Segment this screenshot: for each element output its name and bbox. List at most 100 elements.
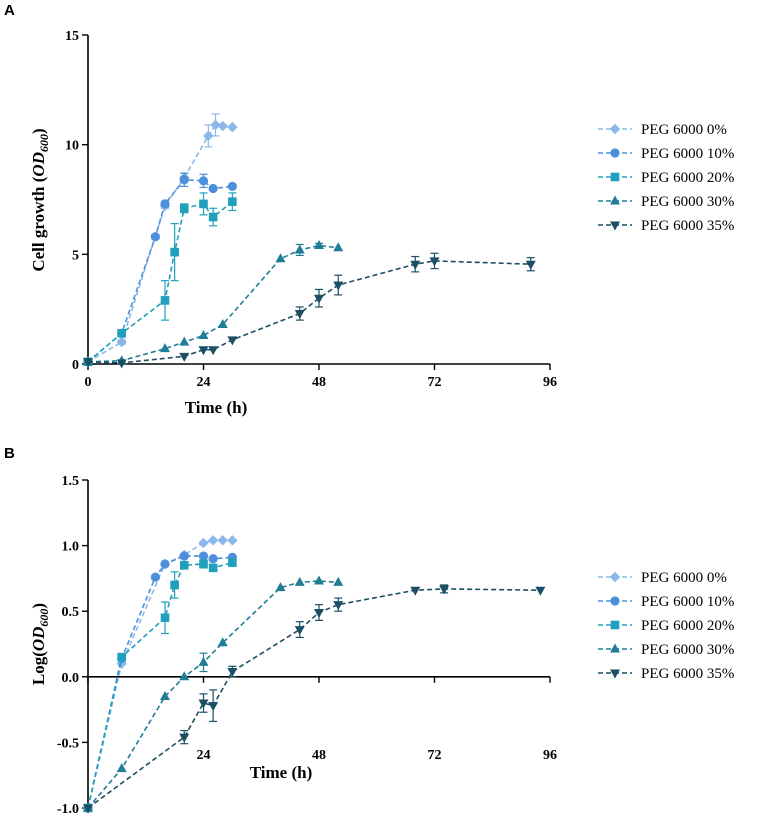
panel-b-data-point bbox=[217, 637, 228, 647]
panel-b-y-tick-label: -0.5 bbox=[57, 736, 79, 751]
panel-a-x-tick-label: 72 bbox=[428, 375, 442, 390]
panel-a-data-point bbox=[117, 328, 126, 338]
panel-a-data-point bbox=[179, 336, 190, 346]
panel-a-data-point bbox=[198, 346, 209, 356]
panel-a-y-tick-label: 10 bbox=[65, 139, 79, 154]
panel-b-series-4 bbox=[83, 584, 546, 814]
panel-b-y-axis-title-od: OD bbox=[29, 627, 48, 652]
panel-a-x-tick-label: 24 bbox=[197, 375, 211, 390]
panel-b-y-tick-label: -1.0 bbox=[57, 802, 79, 817]
panel-b-legend-item: PEG 6000 30% bbox=[598, 642, 734, 658]
panel-b-data-point bbox=[207, 535, 219, 546]
panel-b-data-point bbox=[198, 699, 209, 709]
panel-a-data-point bbox=[116, 359, 127, 369]
panel-a-data-point bbox=[198, 176, 209, 186]
panel-a-legend-item: PEG 6000 20% bbox=[598, 170, 734, 186]
panel-a-legend-label: PEG 6000 30% bbox=[641, 194, 734, 210]
panel-a-data-point bbox=[208, 212, 218, 222]
panel-b-y-axis-title-close: ) bbox=[29, 603, 48, 609]
panel-b-legend-label: PEG 6000 20% bbox=[641, 618, 734, 634]
panel-a-data-point bbox=[314, 240, 324, 250]
panel-a-data-point bbox=[160, 296, 170, 305]
panel-a-data-point bbox=[116, 336, 127, 348]
panel-a-legend-label: PEG 6000 10% bbox=[641, 146, 734, 162]
panel-b-series-2 bbox=[83, 558, 237, 813]
panel-a-data-point bbox=[179, 175, 189, 185]
panel-b-series-line bbox=[87, 555, 233, 809]
panel-a-legend-item: PEG 6000 35% bbox=[598, 218, 734, 234]
panel-b-data-point bbox=[227, 535, 238, 546]
panel-a-y-axis-title-close: ) bbox=[29, 128, 48, 134]
panel-a-legend-marker bbox=[610, 195, 620, 205]
panel-b-data-point bbox=[228, 558, 237, 567]
panel-b-y-axis-title-sub: 600 bbox=[37, 609, 51, 627]
panel-b-chart: -1.0 -0.5 0.0 0.5 1.0 1.5 24 48 72 96 Time (h) Log(… bbox=[29, 474, 734, 817]
panel-b-y-tick-label: 1.5 bbox=[62, 474, 80, 489]
panel-a-legend-marker bbox=[610, 221, 620, 231]
panel-a-series-4 bbox=[83, 252, 536, 369]
panel-b-series-0 bbox=[82, 535, 238, 814]
panel-b-x-tick-label: 72 bbox=[428, 748, 442, 763]
panel-b-data-point bbox=[208, 563, 218, 573]
panel-b-data-point bbox=[535, 586, 546, 596]
panel-a-legend-label: PEG 6000 20% bbox=[641, 170, 734, 186]
panel-a-x-tick-label: 48 bbox=[312, 375, 326, 390]
panel-b-data-point bbox=[170, 580, 179, 590]
panel-b-data-point bbox=[439, 585, 450, 595]
panel-a-data-point bbox=[203, 130, 214, 142]
panel-a-y-axis-title: Cell growth (OD600) bbox=[29, 128, 51, 271]
panel-a-data-point bbox=[294, 310, 305, 320]
panel-a-x-tick-label: 0 bbox=[85, 375, 92, 390]
panel-b-legend-marker bbox=[610, 643, 620, 653]
panel-b-data-point bbox=[150, 572, 160, 582]
panel-a-data-point bbox=[199, 199, 208, 209]
panel-b-y-tick-label: 0.5 bbox=[62, 605, 80, 620]
panel-b-data-point bbox=[314, 575, 324, 585]
panel-a-data-point bbox=[525, 260, 536, 270]
panel-b-y-tick-label: 0.0 bbox=[62, 671, 80, 686]
panel-a-data-point bbox=[429, 257, 440, 267]
panel-b-x-tick-label: 48 bbox=[312, 748, 326, 763]
panel-a-data-point bbox=[208, 346, 219, 356]
panel-a-data-point bbox=[160, 199, 170, 209]
panel-a-data-point bbox=[179, 352, 190, 362]
panel-a-y-tick-label: 0 bbox=[72, 358, 79, 373]
panel-a-data-point bbox=[160, 343, 170, 353]
panel-b-legend-label: PEG 6000 0% bbox=[641, 570, 727, 586]
panel-b-x-tick-label: 96 bbox=[543, 748, 557, 763]
panel-b-data-point bbox=[275, 582, 286, 592]
panel-b-data-point bbox=[294, 576, 305, 586]
panel-a-data-point bbox=[83, 358, 93, 368]
panel-a-series-line bbox=[87, 244, 339, 363]
panel-b-data-point bbox=[179, 551, 189, 561]
panel-a-data-point bbox=[333, 281, 344, 291]
panel-b-data-point bbox=[116, 763, 127, 773]
panel-a-legend-marker bbox=[610, 172, 620, 182]
panel-a-data-point bbox=[208, 183, 218, 194]
panel-b-y-axis-title: Log(OD600) bbox=[29, 603, 51, 685]
panel-b-legend-item: PEG 6000 10% bbox=[598, 594, 734, 610]
panel-b-data-point bbox=[160, 613, 170, 623]
panel-b-data-point bbox=[198, 656, 209, 666]
panel-b-data-point bbox=[199, 559, 208, 569]
panel-a-legend-marker bbox=[609, 123, 621, 135]
panel-b-series-3 bbox=[83, 575, 344, 812]
panel-a-series-2 bbox=[83, 192, 237, 367]
panel-b-series-line bbox=[87, 580, 339, 809]
panel-a-series-line bbox=[87, 178, 233, 363]
panel-b-data-point bbox=[208, 702, 219, 712]
panel-a-data-point bbox=[210, 119, 221, 131]
panel-b-data-point bbox=[314, 609, 324, 619]
panel-a-legend-item: PEG 6000 10% bbox=[598, 146, 734, 162]
panel-a-data-point bbox=[227, 336, 238, 346]
panel-b-series-1 bbox=[83, 551, 237, 813]
panel-b-data-point bbox=[179, 560, 189, 570]
panel-b-series-line bbox=[87, 561, 233, 809]
panel-a-y-axis-title-main: Cell growth bbox=[29, 186, 48, 272]
panel-a-legend-item: PEG 6000 0% bbox=[598, 122, 727, 138]
panel-b-legend-marker bbox=[610, 596, 620, 606]
panel-a-data-point bbox=[217, 319, 228, 329]
panel-b-data-point bbox=[179, 733, 190, 743]
panel-a-data-point bbox=[294, 244, 305, 254]
panel-a-data-point bbox=[198, 329, 209, 339]
